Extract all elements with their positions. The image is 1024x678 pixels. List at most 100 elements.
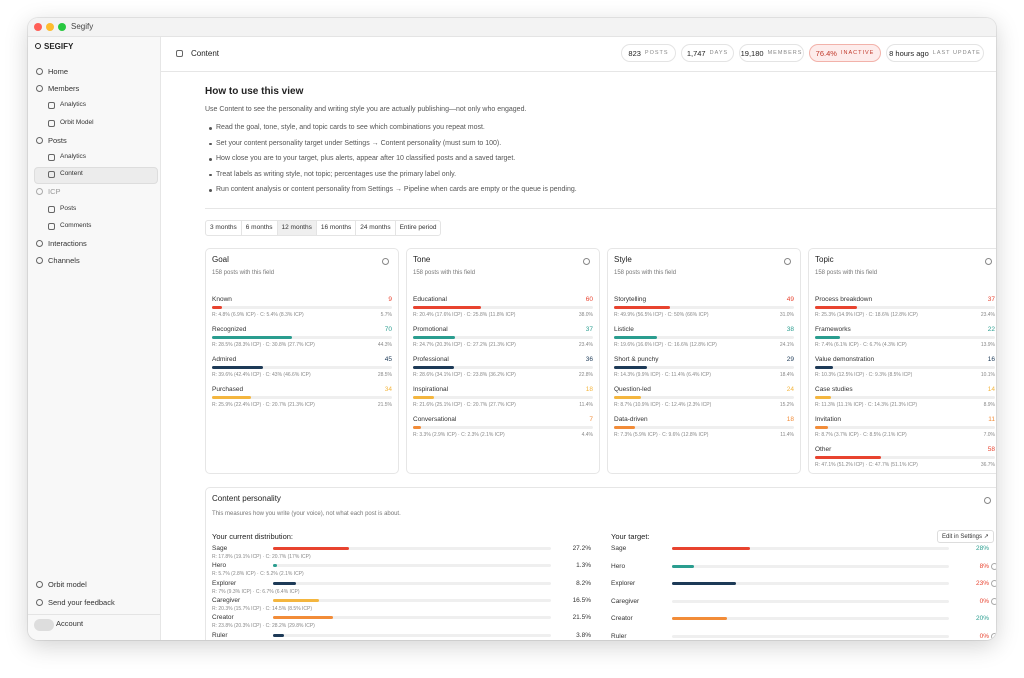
bar xyxy=(273,633,284,637)
item-count: 22 xyxy=(987,326,995,333)
period-tab[interactable]: Entire period xyxy=(394,221,441,235)
bar xyxy=(212,396,251,399)
item-count: 7 xyxy=(589,416,593,423)
archetype-name: Explorer xyxy=(212,579,237,587)
period-tab[interactable]: 6 months xyxy=(240,221,277,235)
target-name: Ruler xyxy=(611,632,627,640)
nav-subitem[interactable]: Orbit Model xyxy=(60,118,94,126)
bar xyxy=(614,366,648,369)
bar xyxy=(212,336,292,339)
footer-link[interactable]: Orbit model xyxy=(48,580,87,589)
bar-track xyxy=(212,366,392,369)
title-bar: Segify xyxy=(28,18,996,37)
card-title: Goal xyxy=(212,255,229,264)
bullet: How close you are to your target, plus a… xyxy=(216,155,516,163)
bar-track xyxy=(273,564,551,568)
bullet: Run content analysis or content personal… xyxy=(216,186,577,194)
bar-track xyxy=(614,396,794,399)
nav-icon xyxy=(48,119,55,127)
archetype-name: Hero xyxy=(212,562,227,570)
bar xyxy=(413,426,421,429)
bar-track xyxy=(413,366,593,369)
item-count: 38 xyxy=(786,326,794,333)
item-name: Short & punchy xyxy=(614,356,659,363)
item-name: Listicle xyxy=(614,326,634,333)
bar-track xyxy=(614,336,794,339)
bar-track xyxy=(212,306,392,309)
item-count: 29 xyxy=(786,356,794,363)
item-name: Question-led xyxy=(614,386,651,393)
item-share: 11.4% xyxy=(579,402,593,408)
period-tab[interactable]: 16 months xyxy=(315,221,355,235)
bar xyxy=(672,582,736,585)
nav-icon xyxy=(36,136,43,144)
item-count: 70 xyxy=(384,326,392,333)
bar xyxy=(672,617,728,620)
stat-value: 823 xyxy=(628,48,641,58)
nav-item[interactable]: Channels xyxy=(48,256,80,266)
close-button[interactable] xyxy=(34,23,42,31)
bar xyxy=(614,336,658,339)
bullet-dot xyxy=(209,158,212,161)
item-name: Professional xyxy=(413,356,449,363)
nav-subitem[interactable]: Content xyxy=(60,170,83,178)
item-name: Data-driven xyxy=(614,416,648,423)
help-icon[interactable] xyxy=(583,258,590,265)
help-icon[interactable] xyxy=(784,258,791,265)
item-name: Other xyxy=(815,446,832,453)
nav-icon xyxy=(36,68,43,75)
period-tab[interactable]: 24 months xyxy=(355,221,394,235)
stat-value: 19,180 xyxy=(740,48,764,58)
account[interactable]: Account xyxy=(56,619,84,628)
item-count: 37 xyxy=(585,326,593,333)
period-tab[interactable]: 3 months xyxy=(210,224,237,231)
bar-track xyxy=(614,366,794,369)
bar xyxy=(815,366,834,369)
nav-subitem[interactable]: Analytics xyxy=(60,153,87,160)
item-share: 13.9% xyxy=(980,342,995,348)
page-title: Content xyxy=(191,49,220,58)
target-value: 28% xyxy=(975,545,989,552)
nav-item[interactable]: Home xyxy=(48,67,69,76)
item-detail: R: 28.6% (34.1% ICP) · C: 23.8% (36.2% I… xyxy=(413,372,516,378)
nav-item[interactable]: Members xyxy=(48,84,80,94)
nav-icon xyxy=(36,240,43,247)
help-icon[interactable] xyxy=(382,258,389,265)
card-subtitle: This measures how you write (your voice)… xyxy=(212,511,401,517)
item-name: Storytelling xyxy=(614,296,647,303)
bar-track xyxy=(273,547,551,550)
archetype-name: Caregiver xyxy=(212,596,241,604)
sidebar: SEGIFY Home Members Analytics Orbit Model Pos… xyxy=(28,37,161,640)
help-icon[interactable] xyxy=(985,258,992,265)
nav-subitem[interactable]: Posts xyxy=(60,204,77,212)
minimize-button[interactable] xyxy=(46,23,54,31)
item-share: 8.9% xyxy=(983,402,995,408)
nav-item[interactable]: Posts xyxy=(48,135,67,145)
archetype-value: 8.2% xyxy=(576,579,591,587)
edit-button[interactable]: Edit in Settings ↗ xyxy=(937,530,994,543)
item-name: Frameworks xyxy=(815,326,851,333)
archetype-name: Sage xyxy=(212,545,228,552)
item-count: 16 xyxy=(987,356,995,363)
bar-track xyxy=(672,547,949,550)
nav-item[interactable]: ICP xyxy=(48,187,61,197)
nav-icon xyxy=(36,188,43,196)
personality-card: Content personality This measures how you… xyxy=(205,487,996,640)
bar xyxy=(273,598,319,602)
nav-subitem[interactable]: Comments xyxy=(60,221,92,229)
nav-item[interactable]: Interactions xyxy=(48,239,87,248)
app-window: Segify SEGIFY Home Members Analytics Orbit M… xyxy=(28,18,996,640)
period-tab[interactable]: 12 months xyxy=(276,221,316,235)
nav-icon xyxy=(48,222,55,230)
archetype-value: 1.3% xyxy=(576,562,591,570)
footer-link[interactable]: Send your feedback xyxy=(48,598,115,607)
help-icon[interactable] xyxy=(984,497,991,504)
zoom-button[interactable] xyxy=(58,23,66,31)
nav-subitem[interactable]: Analytics xyxy=(60,101,87,109)
item-count: 24 xyxy=(786,386,794,393)
column-title: Your current distribution: xyxy=(212,532,294,541)
bar xyxy=(413,366,454,369)
column-title: Your target: xyxy=(611,532,650,541)
archetype-value: 3.8% xyxy=(576,631,591,639)
stat-label: POSTS xyxy=(644,50,669,56)
